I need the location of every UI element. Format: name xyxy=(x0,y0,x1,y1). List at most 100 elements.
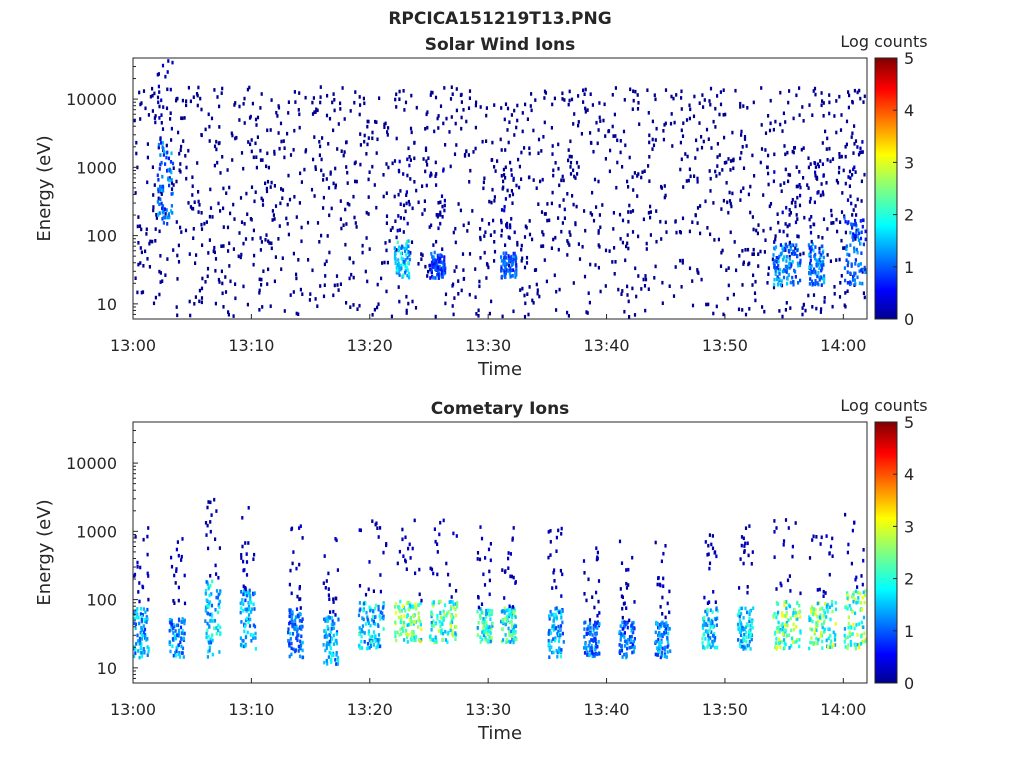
heatmap-cell xyxy=(479,616,482,620)
heatmap-cell xyxy=(252,633,255,637)
heatmap-cell xyxy=(680,128,683,133)
heatmap-cell xyxy=(423,199,426,203)
heatmap-cell xyxy=(411,206,414,211)
heatmap-cell xyxy=(177,260,181,264)
heatmap-cell xyxy=(290,526,294,531)
heatmap-cell xyxy=(177,643,180,647)
heatmap-cell xyxy=(265,164,268,169)
heatmap-cell xyxy=(626,284,629,289)
heatmap-cell xyxy=(596,644,599,649)
heatmap-cell xyxy=(159,254,162,258)
heatmap-cell xyxy=(773,152,776,157)
heatmap-cell xyxy=(442,169,445,173)
heatmap-cell xyxy=(504,256,507,260)
heatmap-cell xyxy=(248,593,251,598)
heatmap-cell xyxy=(508,259,511,264)
heatmap-cell xyxy=(796,217,799,221)
heatmap-cell xyxy=(775,256,778,260)
heatmap-cell xyxy=(619,237,622,241)
heatmap-cell xyxy=(207,251,210,255)
heatmap-cell xyxy=(151,109,154,113)
heatmap-cell xyxy=(585,632,588,636)
heatmap-cell xyxy=(489,617,492,621)
heatmap-cell xyxy=(252,557,255,561)
heatmap-cell xyxy=(797,234,800,239)
heatmap-cell xyxy=(528,151,531,156)
heatmap-cell xyxy=(333,283,336,288)
heatmap-cell xyxy=(415,105,418,110)
heatmap-cell xyxy=(793,627,796,632)
heatmap-cell xyxy=(711,621,714,625)
heatmap-cell xyxy=(364,269,367,274)
heatmap-cell xyxy=(410,93,413,98)
heatmap-cell xyxy=(398,607,401,611)
heatmap-cell xyxy=(478,613,482,618)
heatmap-cell xyxy=(377,604,380,609)
heatmap-cell xyxy=(328,639,331,644)
heatmap-cell xyxy=(379,589,382,594)
heatmap-cell xyxy=(160,98,163,103)
heatmap-cell xyxy=(323,283,326,287)
heatmap-cell xyxy=(443,262,446,267)
heatmap-cell xyxy=(332,128,335,133)
heatmap-cell xyxy=(623,601,626,606)
heatmap-cell xyxy=(157,142,160,147)
heatmap-cell xyxy=(443,198,446,203)
heatmap-cell xyxy=(509,266,512,270)
heatmap-cell xyxy=(515,263,518,267)
heatmap-cell xyxy=(172,631,175,635)
heatmap-cell xyxy=(654,540,657,545)
heatmap-cell xyxy=(724,112,727,117)
heatmap-cell xyxy=(561,174,564,179)
heatmap-cell xyxy=(219,632,222,637)
heatmap-cell xyxy=(414,605,417,610)
heatmap-cell xyxy=(298,91,301,95)
heatmap-cell xyxy=(589,131,592,135)
heatmap-cell xyxy=(158,116,161,120)
heatmap-cell xyxy=(171,211,174,215)
heatmap-cell xyxy=(772,285,776,290)
heatmap-cell xyxy=(216,95,219,99)
heatmap-cell xyxy=(170,181,174,185)
heatmap-cell xyxy=(397,192,400,197)
heatmap-cell xyxy=(753,291,757,295)
heatmap-cell xyxy=(798,86,801,90)
heatmap-cell xyxy=(248,624,252,628)
heatmap-cell xyxy=(352,194,355,199)
heatmap-cell xyxy=(559,568,562,573)
heatmap-cell xyxy=(503,609,506,614)
heatmap-cell xyxy=(852,208,855,212)
heatmap-cell xyxy=(413,638,416,643)
heatmap-cell xyxy=(595,546,598,550)
heatmap-cell xyxy=(137,649,140,653)
heatmap-cell xyxy=(364,600,367,605)
heatmap-cell xyxy=(821,639,824,644)
heatmap-cell xyxy=(834,601,837,605)
heatmap-cell xyxy=(441,637,444,642)
heatmap-cell xyxy=(660,559,663,564)
heatmap-cell xyxy=(168,167,171,172)
heatmap-cell xyxy=(164,162,167,166)
heatmap-cell xyxy=(706,553,709,557)
heatmap-cell xyxy=(242,609,245,613)
heatmap-cell xyxy=(511,609,514,613)
heatmap-cell xyxy=(846,550,849,555)
colorbar-tick-label: 2 xyxy=(904,570,914,589)
heatmap-cell xyxy=(528,219,531,223)
heatmap-cell xyxy=(742,186,745,190)
heatmap-cell xyxy=(799,252,802,257)
heatmap-cell xyxy=(792,280,795,284)
heatmap-cell xyxy=(829,259,832,263)
heatmap-cell xyxy=(394,261,397,265)
heatmap-cell xyxy=(295,276,298,281)
heatmap-cell xyxy=(248,85,251,90)
heatmap-cell xyxy=(831,609,834,614)
heatmap-cell xyxy=(586,311,589,315)
heatmap-cell xyxy=(784,518,788,522)
heatmap-cell xyxy=(819,255,822,259)
heatmap-cell xyxy=(253,607,256,611)
heatmap-cell xyxy=(401,527,404,532)
heatmap-cell xyxy=(290,652,293,657)
colorbar-tick-label: 5 xyxy=(904,49,914,68)
heatmap-cell xyxy=(820,91,823,95)
